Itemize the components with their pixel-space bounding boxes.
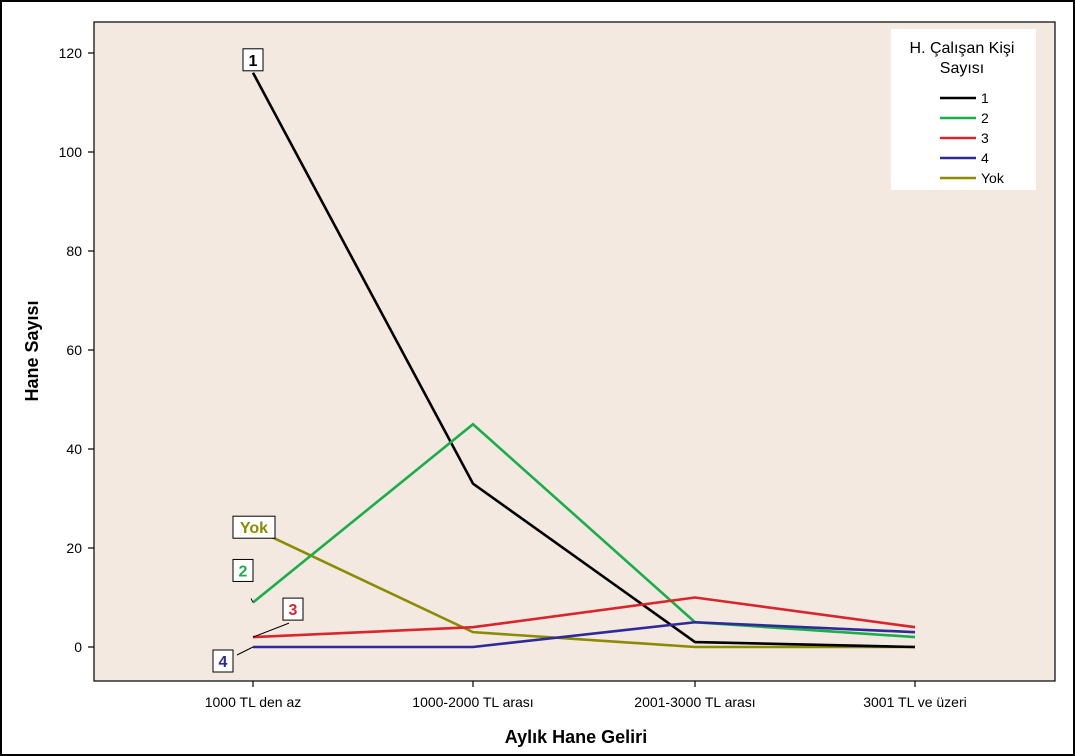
series-line-2 bbox=[252, 422, 916, 639]
series-tag-4: 4 bbox=[219, 654, 228, 671]
x-tick-label: 1000-2000 TL arası bbox=[412, 694, 533, 710]
series-tag-leader bbox=[236, 646, 254, 656]
y-tick-label: 80 bbox=[66, 243, 82, 259]
legend-label-2: 2 bbox=[981, 110, 989, 126]
series-tags: 1 2 3 4 Yok bbox=[212, 48, 304, 673]
x-tick-label: 3001 TL ve üzeri bbox=[863, 694, 967, 710]
series-line-yok bbox=[252, 527, 915, 649]
x-axis-title: Aylık Hane Geliri bbox=[505, 727, 647, 747]
series-tag-2: 2 bbox=[239, 563, 248, 580]
y-tick-label: 100 bbox=[59, 144, 83, 160]
series-tag-box bbox=[282, 597, 304, 621]
y-tick-label: 40 bbox=[66, 441, 82, 457]
series-lines bbox=[251, 72, 916, 649]
y-tick-label: 0 bbox=[74, 639, 82, 655]
series-line-3 bbox=[252, 596, 916, 639]
x-tick-label: 2001-3000 TL arası bbox=[634, 694, 755, 710]
legend-label-1: 1 bbox=[981, 90, 989, 106]
legend-box bbox=[891, 29, 1036, 190]
series-tag-yok: Yok bbox=[240, 520, 268, 537]
legend: H. Çalışan Kişi Sayısı 1 2 3 4 Yok bbox=[891, 29, 1036, 190]
legend-title-line1: H. Çalışan Kişi bbox=[910, 40, 1015, 57]
y-axis-title: Hane Sayısı bbox=[22, 300, 42, 401]
x-axis: 1000 TL den az 1000-2000 TL arası 2001-300… bbox=[205, 681, 967, 710]
series-tag-leader bbox=[250, 598, 254, 603]
y-axis: 0 20 40 60 80 100 120 bbox=[59, 45, 94, 655]
legend-label-3: 3 bbox=[981, 130, 989, 146]
x-tick-label: 1000 TL den az bbox=[205, 694, 302, 710]
legend-items: 1 2 3 4 Yok bbox=[940, 90, 1005, 186]
legend-label-yok: Yok bbox=[981, 170, 1005, 186]
series-tag-box bbox=[232, 558, 254, 582]
y-tick-label: 120 bbox=[59, 45, 83, 61]
series-tag-1: 1 bbox=[249, 53, 258, 70]
series-tag-box bbox=[242, 48, 264, 72]
series-line-4 bbox=[253, 620, 916, 649]
series-tag-box bbox=[232, 515, 276, 539]
series-tag-box bbox=[212, 649, 234, 673]
series-line-1 bbox=[251, 72, 916, 649]
legend-title-line2: Sayısı bbox=[940, 60, 984, 77]
legend-label-4: 4 bbox=[981, 150, 989, 166]
y-tick-label: 60 bbox=[66, 342, 82, 358]
series-tag-3: 3 bbox=[289, 602, 298, 619]
y-tick-label: 20 bbox=[66, 540, 82, 556]
series-tag-leader bbox=[252, 622, 290, 638]
